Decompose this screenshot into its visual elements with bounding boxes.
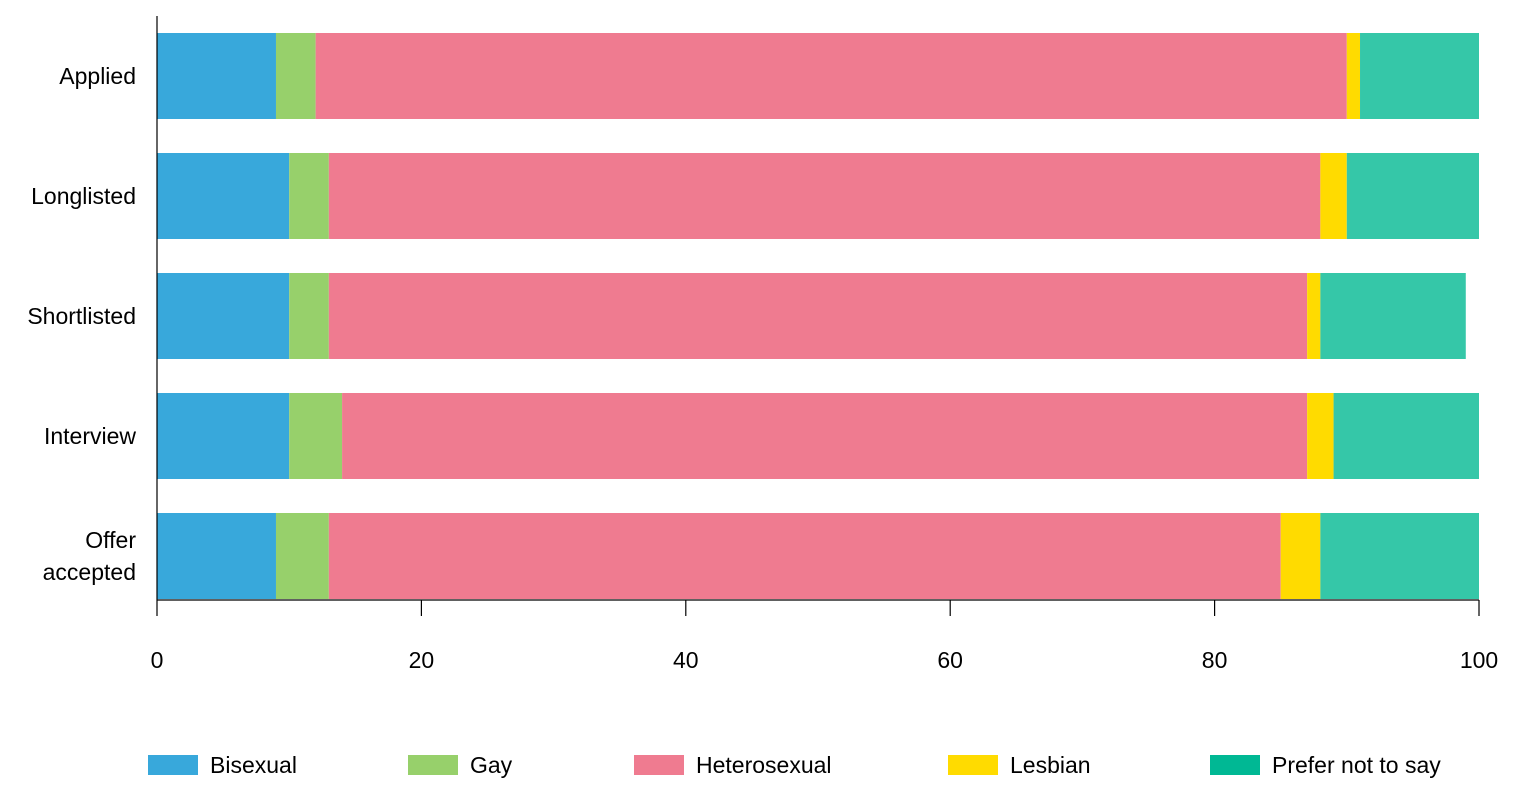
bar-segment-gay-4	[275, 513, 329, 599]
bar-segment-prefer-not-to-say-0	[1360, 33, 1479, 119]
legend-item-lesbian: Lesbian	[948, 748, 1091, 782]
legend-label-heterosexual: Heterosexual	[696, 751, 832, 778]
x-tick-label: 20	[409, 647, 435, 673]
bars-layer	[157, 33, 1479, 599]
x-tick-labels: 0 20 40 60 80 100	[151, 647, 1499, 673]
legend-item-prefer-not-to-say: Prefer not to say	[1210, 748, 1441, 782]
axes-layer	[156, 16, 1480, 616]
legend-swatch-heterosexual	[634, 755, 684, 775]
category-labels: Applied Longlisted Shortlisted Interview Off…	[27, 63, 136, 585]
bar-segment-gay-3	[289, 393, 343, 479]
x-tick-label: 0	[151, 647, 164, 673]
legend-swatch-lesbian	[948, 755, 998, 775]
bar-segment-bisexual-2	[157, 273, 290, 359]
bar-segment-heterosexual-4	[328, 513, 1281, 599]
legend: Bisexual Gay Heterosexual Lesbian Prefer…	[0, 748, 1536, 782]
category-label: Interview	[44, 423, 136, 449]
legend-swatch-prefer-not-to-say	[1210, 755, 1260, 775]
category-label: Longlisted	[31, 183, 136, 209]
bar-segment-lesbian-1	[1320, 153, 1347, 239]
legend-label-gay: Gay	[470, 751, 513, 778]
bar-segment-lesbian-2	[1307, 273, 1321, 359]
bar-segment-gay-1	[289, 153, 329, 239]
bar-segment-heterosexual-0	[315, 33, 1347, 119]
legend-label-lesbian: Lesbian	[1010, 751, 1091, 778]
bar-segment-lesbian-3	[1307, 393, 1334, 479]
bar-segment-gay-0	[275, 33, 316, 119]
legend-label-bisexual: Bisexual	[210, 751, 297, 778]
category-label: Shortlisted	[27, 303, 136, 329]
category-label: Applied	[59, 63, 136, 89]
x-tick-label: 60	[937, 647, 963, 673]
bar-segment-bisexual-1	[157, 153, 290, 239]
bar-segment-bisexual-0	[157, 33, 276, 119]
bar-segment-prefer-not-to-say-4	[1320, 513, 1479, 599]
bar-segment-heterosexual-2	[328, 273, 1308, 359]
bar-segment-lesbian-4	[1280, 513, 1321, 599]
x-tick-label: 40	[673, 647, 699, 673]
x-tick-label: 100	[1460, 647, 1498, 673]
bar-segment-bisexual-4	[157, 513, 276, 599]
category-label: Offer accepted	[43, 527, 137, 585]
bar-segment-prefer-not-to-say-1	[1346, 153, 1479, 239]
bar-segment-heterosexual-1	[328, 153, 1321, 239]
bar-segment-prefer-not-to-say-3	[1333, 393, 1479, 479]
bar-segment-bisexual-3	[157, 393, 290, 479]
bar-segment-heterosexual-3	[342, 393, 1308, 479]
legend-swatch-gay	[408, 755, 458, 775]
legend-label-prefer-not-to-say: Prefer not to say	[1272, 751, 1441, 778]
x-tick-label: 80	[1202, 647, 1228, 673]
legend-swatch-bisexual	[148, 755, 198, 775]
bar-segment-gay-2	[289, 273, 329, 359]
bar-segment-lesbian-0	[1346, 33, 1361, 119]
legend-item-gay: Gay	[408, 748, 512, 782]
legend-item-bisexual: Bisexual	[148, 748, 297, 782]
bar-segment-prefer-not-to-say-2	[1320, 273, 1466, 359]
legend-item-heterosexual: Heterosexual	[634, 748, 832, 782]
